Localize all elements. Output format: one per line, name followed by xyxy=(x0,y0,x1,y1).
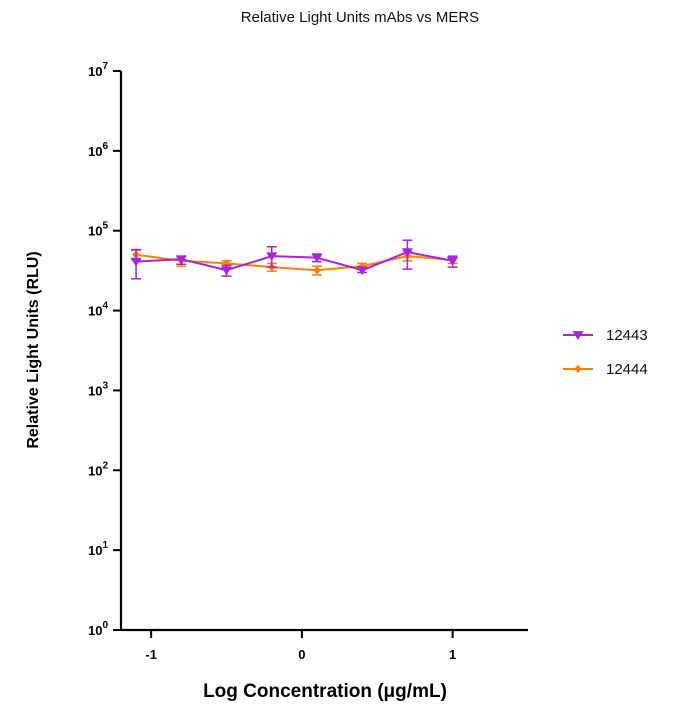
y-tick-exponent: 2 xyxy=(102,460,108,471)
y-tick-exponent: 5 xyxy=(102,221,108,232)
y-tick-label: 105 xyxy=(88,221,108,239)
x-tick-label: -1 xyxy=(145,647,157,662)
y-axis-title: Relative Light Units (RLU) xyxy=(25,251,42,448)
x-axis-title: Log Concentration (μg/mL) xyxy=(203,681,447,702)
y-tick-base: 10 xyxy=(88,144,102,159)
y-tick-base: 10 xyxy=(88,543,102,558)
y-tick-base: 10 xyxy=(88,304,102,319)
series-12443-point xyxy=(357,266,368,275)
legend-12444-marker xyxy=(574,365,582,373)
legend-12444-label: 12444 xyxy=(606,361,648,378)
series-12444-point xyxy=(313,266,321,274)
y-tick-exponent: 4 xyxy=(102,301,108,312)
series-12443-point xyxy=(221,266,232,275)
y-tick-exponent: 6 xyxy=(102,141,108,152)
y-tick-label: 107 xyxy=(88,61,108,79)
y-tick-label: 100 xyxy=(88,620,108,638)
chart-title: Relative Light Units mAbs vs MERS xyxy=(241,9,479,26)
y-tick-label: 102 xyxy=(88,460,108,478)
y-tick-base: 10 xyxy=(88,64,102,79)
y-tick-label: 101 xyxy=(88,540,108,558)
y-tick-base: 10 xyxy=(88,463,102,478)
y-tick-label: 103 xyxy=(88,380,108,398)
series-12443-point xyxy=(447,257,458,266)
x-tick-label: 1 xyxy=(449,647,456,662)
y-tick-base: 10 xyxy=(88,383,102,398)
y-tick-base: 10 xyxy=(88,224,102,239)
y-tick-base: 10 xyxy=(88,623,102,638)
y-tick-exponent: 7 xyxy=(102,61,108,72)
legend: 12443 12444 xyxy=(563,327,648,378)
plot-area xyxy=(131,240,459,279)
y-tick-exponent: 1 xyxy=(102,540,108,551)
y-tick-label: 106 xyxy=(88,141,108,159)
x-tick-label: 0 xyxy=(298,647,305,662)
y-tick-label: 104 xyxy=(88,301,108,319)
y-tick-exponent: 0 xyxy=(102,620,108,631)
legend-12443-label: 12443 xyxy=(606,327,648,344)
y-tick-exponent: 3 xyxy=(102,380,108,391)
